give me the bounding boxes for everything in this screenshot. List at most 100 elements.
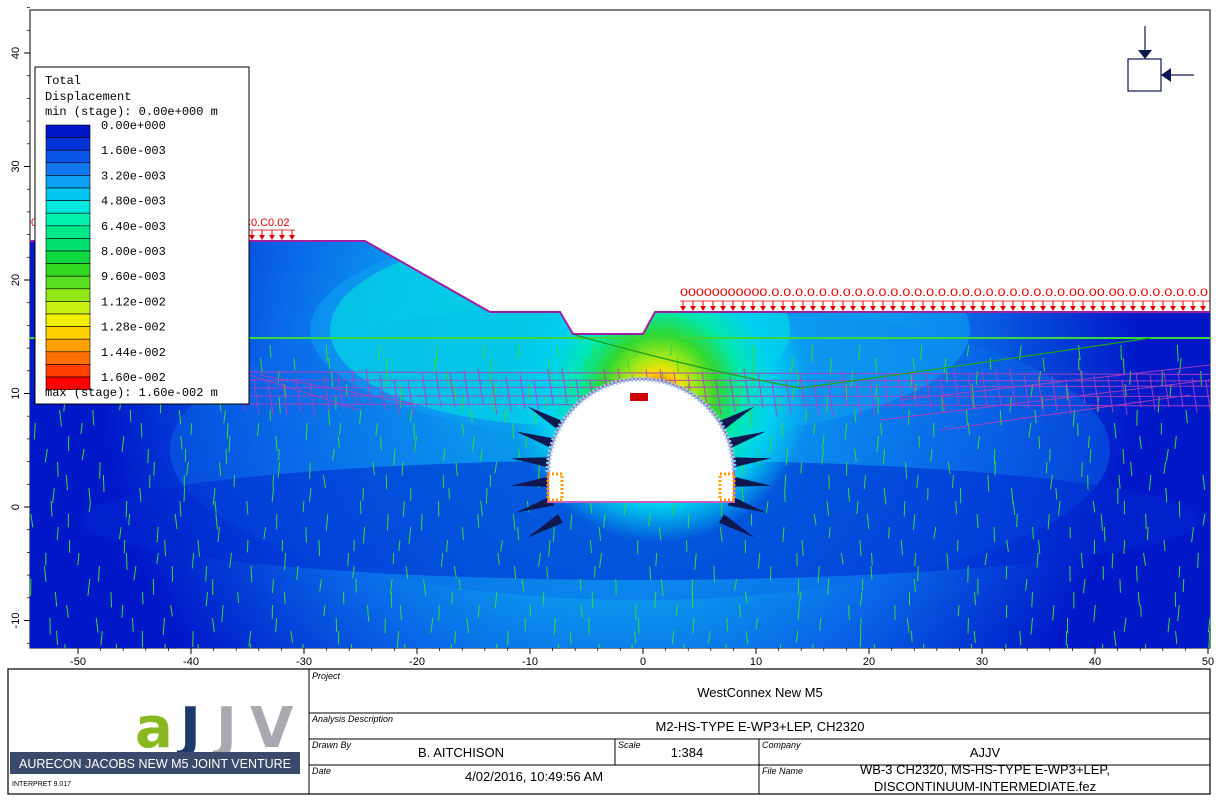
load-arrow-head [1200, 306, 1206, 311]
boundary-restraint-icon [1127, 26, 1194, 92]
load-arrow-head [860, 306, 866, 311]
load-arrow-head [920, 306, 926, 311]
load-arrow-head [950, 306, 956, 311]
load-arrow-head [1140, 306, 1146, 311]
legend-value-label: 1.44e-002 [101, 346, 166, 360]
tunnel-liner [545, 376, 737, 473]
project-value: WestConnex New M5 [697, 685, 822, 700]
file-value-line1: WB-3 CH2320, MS-HS-TYPE E-WP3+LEP, [860, 762, 1110, 777]
legend-swatch [45, 326, 91, 340]
load-arrow-head [960, 306, 966, 311]
load-arrow-head [970, 306, 976, 311]
load-arrow-head [249, 235, 255, 240]
legend-swatch [45, 212, 91, 227]
y-tick-label: 0 [10, 504, 22, 510]
legend-swatch [45, 238, 91, 252]
drawn-by-label: Drawn By [312, 740, 352, 750]
legend-swatch [45, 351, 91, 365]
legend-color-scale: 0.00e+000 1.60e-003 3.20e-003 4.80e-003 6.40… [45, 119, 166, 390]
load-arrow-head [1080, 306, 1086, 311]
legend-swatch [45, 263, 91, 277]
load-arrow-head [880, 306, 886, 311]
legend-swatch [45, 200, 91, 214]
date-value: 4/02/2016, 10:49:56 AM [465, 769, 603, 784]
load-arrow-head [980, 306, 986, 311]
company-value: AJJV [970, 745, 1001, 760]
load-arrow-head [710, 306, 716, 311]
load-arrow-head [1010, 306, 1016, 311]
legend-swatch [45, 275, 91, 290]
legend-swatch [45, 149, 91, 164]
company-label: Company [762, 740, 801, 750]
legend-value-label: 1.60e-003 [101, 144, 166, 158]
legend-max-label: max (stage): 1.60e-002 m [45, 386, 218, 400]
logo-letter-a: a [135, 696, 173, 761]
load-arrow-head [1050, 306, 1056, 311]
scale-value: 1:384 [671, 745, 704, 760]
load-arrow-head [900, 306, 906, 311]
load-arrow-head [1000, 306, 1006, 311]
load-arrow-head [279, 235, 285, 240]
load-arrow-head [830, 306, 836, 311]
company-banner-text: AURECON JACOBS NEW M5 JOINT VENTURE [19, 757, 291, 771]
surface-load-right [680, 300, 1210, 311]
layer-boundary-2 [574, 334, 1151, 389]
displacement-legend: Total Displacement min (stage): 0.00e+00… [34, 66, 250, 405]
legend-swatch [45, 376, 91, 390]
load-arrow-head [780, 306, 786, 311]
load-arrow-head [910, 306, 916, 311]
load-arrow-head [1190, 306, 1196, 311]
load-label-right: 00000000000.0.0.0.0.0.0.0.0.0.0.0.0.0.0.… [680, 287, 1208, 299]
load-arrow-head [1020, 306, 1026, 311]
legend-min-label: min (stage): 0.00e+000 m [45, 105, 218, 119]
ground-surface-line [30, 240, 1210, 335]
title-block: a J J V AURECON JACOBS NEW M5 JOINT VENT… [7, 668, 1211, 795]
software-version: INTERPRET 9.017 [12, 781, 71, 788]
load-arrow-head [890, 306, 896, 311]
load-label-left-edge: 0 [31, 217, 37, 229]
legend-value-label: 1.60e-002 [101, 371, 166, 385]
legend-value-label: 4.80e-003 [101, 195, 166, 209]
load-label-left: C0.C0.02 [243, 217, 289, 229]
x-tick-label: 0 [640, 656, 646, 668]
legend-swatch [45, 137, 91, 151]
load-arrow-head [990, 306, 996, 311]
x-axis: -50 -40 -30 -20 -10 0 10 20 30 40 50 [70, 648, 1214, 668]
y-tick-label: 10 [10, 387, 22, 399]
y-axis: 40 30 20 10 0 -10 [10, 7, 30, 644]
load-arrow-head [1040, 306, 1046, 311]
legend-value-label: 8.00e-003 [101, 245, 166, 259]
load-arrow-head [1170, 306, 1176, 311]
legend-value-label: 6.40e-003 [101, 220, 166, 234]
load-arrow-head [289, 235, 295, 240]
y-tick-label: 20 [10, 274, 22, 286]
load-arrow-head [820, 306, 826, 311]
logo-letter-j1: J [176, 696, 201, 761]
legend-value-label: 1.28e-002 [101, 321, 166, 335]
x-tick-label: -40 [183, 656, 199, 668]
analysis-value: M2-HS-TYPE E-WP3+LEP, CH2320 [656, 719, 865, 734]
x-tick-label: 10 [750, 656, 762, 668]
logo-letter-v: V [250, 696, 294, 761]
x-tick-label: -20 [409, 656, 425, 668]
surface-load-left [249, 229, 295, 240]
load-arrow-head [760, 306, 766, 311]
x-tick-label: -50 [70, 656, 86, 668]
load-arrow-head [259, 235, 265, 240]
tunnel-excavation [510, 376, 772, 538]
load-arrow-head [740, 306, 746, 311]
load-arrow-head [1090, 306, 1096, 311]
y-tick-label: 40 [10, 47, 22, 59]
file-label: File Name [762, 766, 803, 776]
load-arrow-head [1150, 306, 1156, 311]
x-tick-label: 30 [976, 656, 988, 668]
load-arrow-head [800, 306, 806, 311]
logo-letter-j2: J [212, 696, 237, 761]
legend-swatch [45, 124, 91, 138]
legend-swatch [45, 364, 91, 378]
file-value-line2: DISCONTINUUM-INTERMEDIATE.fez [874, 779, 1096, 794]
x-tick-label: -10 [522, 656, 538, 668]
company-logo: a J J V [135, 696, 294, 761]
legend-value-label: 9.60e-003 [101, 270, 166, 284]
